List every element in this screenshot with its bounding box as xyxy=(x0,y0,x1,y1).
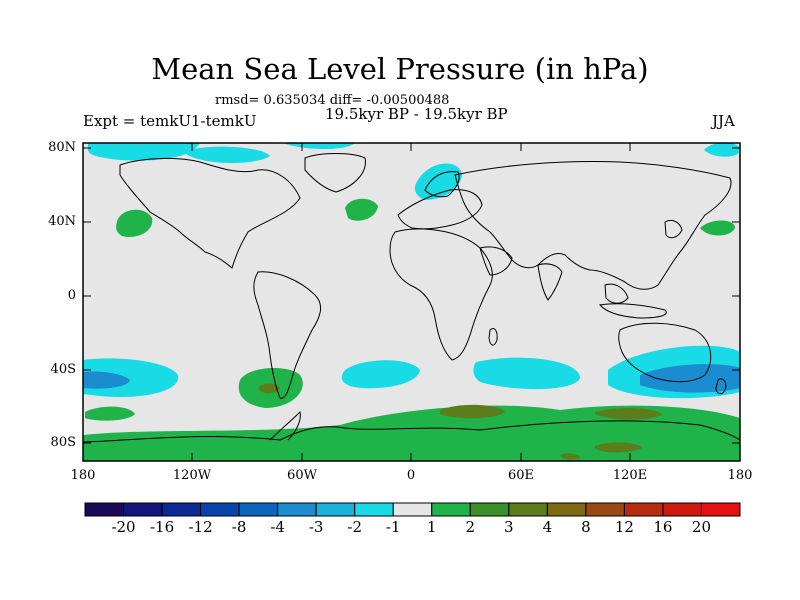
coastline-india xyxy=(537,263,563,301)
coastline-greenland xyxy=(304,153,366,193)
period-label: 19.5kyr BP - 19.5kyr BP xyxy=(325,105,508,123)
x-tick-180e: 180 xyxy=(727,468,753,483)
colorbar-swatch xyxy=(277,502,317,517)
colorbar-swatch xyxy=(123,502,163,517)
colorbar-label: 3 xyxy=(504,518,514,536)
colorbar-label: -20 xyxy=(111,518,136,536)
colorbar-swatch xyxy=(469,502,510,517)
y-tick-40s: 40S xyxy=(50,362,76,377)
coastline-asia xyxy=(454,161,732,290)
colorbar-swatch xyxy=(161,502,202,517)
colorbar-swatch xyxy=(662,502,702,517)
colorbar-swatch xyxy=(700,502,741,517)
plot-title: Mean Sea Level Pressure (in hPa) xyxy=(151,52,649,86)
x-tick-120e: 120E xyxy=(612,468,648,483)
stats-line: rmsd= 0.635034 diff= -0.00500488 xyxy=(215,93,450,108)
colorbar-swatch xyxy=(508,502,548,517)
colorbar-label: 4 xyxy=(542,518,553,536)
colorbar-swatch xyxy=(238,502,279,517)
colorbar-swatch xyxy=(623,502,664,517)
coastlines xyxy=(83,153,740,443)
x-tick-0: 0 xyxy=(406,468,416,483)
colorbar-label: -16 xyxy=(149,518,175,536)
coastline-antarctica xyxy=(83,420,740,443)
coastline-scandinavia xyxy=(424,171,460,198)
coastline-new-zealand xyxy=(715,378,727,395)
y-tick-80s: 80S xyxy=(50,435,76,450)
colorbar-swatch xyxy=(84,502,125,517)
coastline-arabia xyxy=(479,246,513,276)
colorbar-label: -4 xyxy=(270,518,285,536)
colorbar-swatch xyxy=(546,502,587,517)
positive-anomaly-regions xyxy=(83,198,740,461)
experiment-label: Expt = temkU1-temkU xyxy=(83,112,257,130)
colorbar-label: -8 xyxy=(231,518,247,536)
colorbar-label: 8 xyxy=(581,518,591,536)
colorbar-label: 20 xyxy=(691,518,712,536)
x-tick-180w: 180 xyxy=(70,468,96,483)
y-tick-0: 0 xyxy=(67,288,76,303)
coastline-indonesia xyxy=(599,303,667,319)
coastline-southeast-asia xyxy=(604,283,629,304)
coastline-madagascar xyxy=(488,327,498,346)
x-tick-60w: 60W xyxy=(287,468,317,483)
coastline-antarctic-peninsula xyxy=(269,411,301,441)
colorbar-swatch xyxy=(585,502,625,517)
colorbar-label: 2 xyxy=(465,518,476,536)
season-label: JJA xyxy=(712,112,735,130)
colorbar xyxy=(84,502,741,517)
colorbar-swatch xyxy=(354,502,394,517)
coastline-australia xyxy=(618,322,712,383)
colorbar-swatch xyxy=(392,502,433,517)
y-tick-40n: 40N xyxy=(48,214,76,229)
coastline-europe xyxy=(397,189,483,230)
colorbar-label: -12 xyxy=(188,518,213,536)
x-tick-60e: 60E xyxy=(507,468,535,483)
colorbar-label: -3 xyxy=(308,518,324,536)
colorbar-label: 12 xyxy=(614,518,634,536)
colorbar-label: -2 xyxy=(347,518,363,536)
coastline-africa xyxy=(389,228,493,361)
x-tick-120w: 120W xyxy=(172,468,212,483)
colorbar-label: 1 xyxy=(426,518,437,536)
axis-ticks xyxy=(83,143,740,461)
coastline-north-america xyxy=(119,157,301,269)
colorbar-swatch xyxy=(200,502,240,517)
coastline-south-america xyxy=(253,271,322,399)
coastline-japan xyxy=(664,219,683,239)
colorbar-swatch xyxy=(431,502,471,517)
colorbar-label: 16 xyxy=(653,518,673,536)
colorbar-swatch xyxy=(315,502,356,517)
colorbar-label: -1 xyxy=(385,518,401,536)
negative-anomaly-regions xyxy=(83,143,740,459)
y-tick-80n: 80N xyxy=(48,140,76,155)
